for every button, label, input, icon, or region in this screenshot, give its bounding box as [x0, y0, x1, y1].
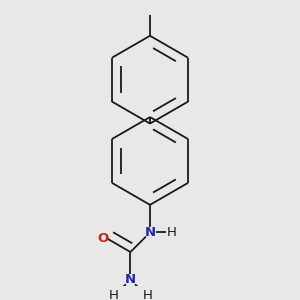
Text: H: H	[142, 289, 152, 300]
Text: H: H	[109, 289, 118, 300]
Text: N: N	[125, 273, 136, 286]
Text: O: O	[98, 232, 109, 245]
Text: H: H	[167, 226, 177, 239]
Text: N: N	[144, 226, 156, 239]
